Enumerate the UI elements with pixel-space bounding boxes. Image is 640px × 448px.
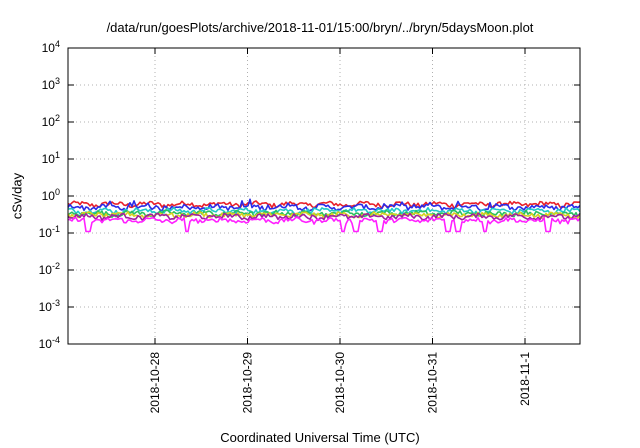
- x-tick-label: 2018-10-31: [426, 352, 440, 414]
- y-tick-label: 10-4: [39, 335, 60, 351]
- series-line: [67, 212, 581, 222]
- series-line: [67, 206, 581, 216]
- y-tick-label: 100: [42, 187, 60, 203]
- chart-title: /data/run/goesPlots/archive/2018-11-01/1…: [106, 20, 534, 35]
- y-tick-label: 101: [42, 150, 60, 166]
- series-line: [67, 216, 581, 233]
- y-tick-label: 10-3: [39, 298, 60, 314]
- x-axis-label: Coordinated Universal Time (UTC): [220, 430, 420, 445]
- y-tick-label: 103: [42, 76, 60, 92]
- x-tick-label: 2018-10-28: [148, 352, 162, 414]
- x-tick-label: 2018-10-29: [241, 352, 255, 414]
- y-tick-label: 102: [42, 113, 60, 129]
- x-tick-label: 2018-10-30: [333, 352, 347, 414]
- series-line: [67, 198, 581, 212]
- y-tick-label: 104: [42, 39, 60, 55]
- y-tick-label: 10-1: [39, 224, 60, 240]
- y-tick-label: 10-2: [39, 261, 60, 277]
- plot-frame: [67, 47, 581, 345]
- x-tick-label: 2018-11-1: [518, 352, 532, 406]
